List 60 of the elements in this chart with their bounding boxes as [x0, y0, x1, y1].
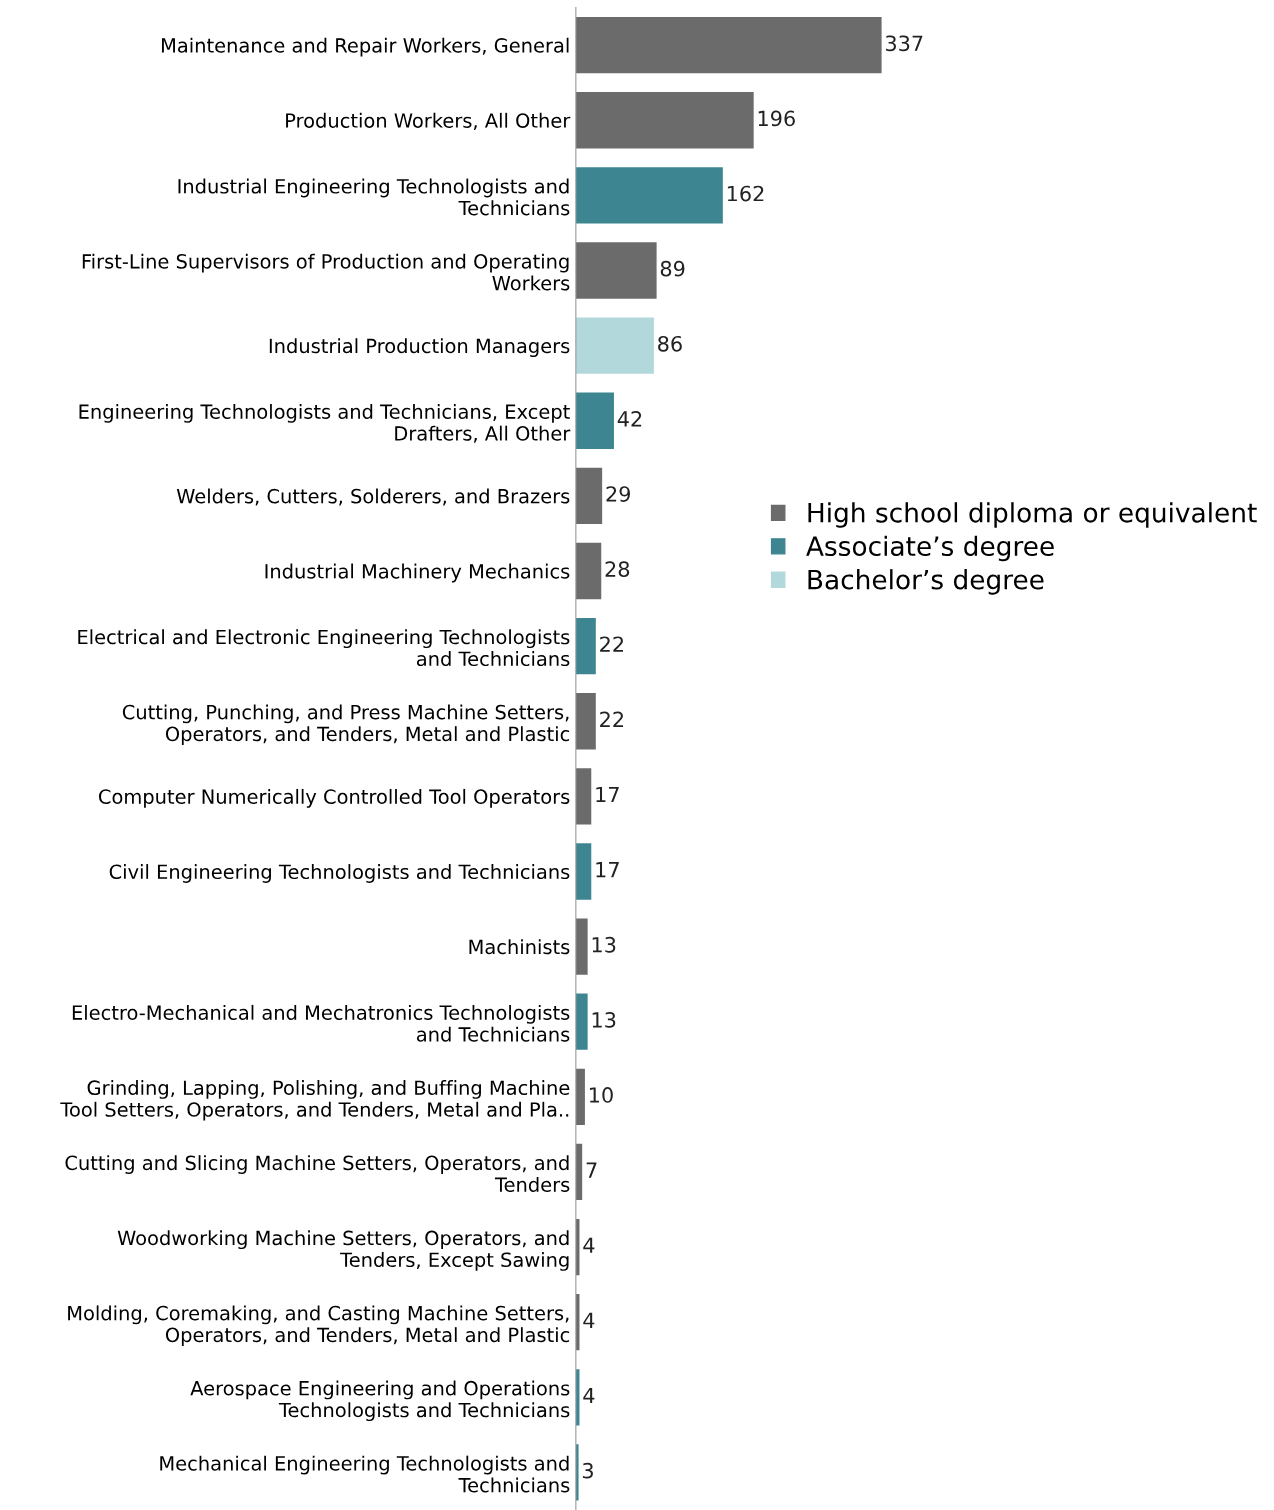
bar	[575, 542, 602, 600]
data-label: 17	[596, 862, 619, 878]
bar	[575, 918, 588, 975]
legend-label: High school diploma or equivalent	[808, 502, 1257, 528]
y-tick-label: Aerospace Engineering and Operations Technologists and Technicians	[190, 1380, 570, 1422]
bar	[575, 768, 592, 825]
y-tick-label: Industrial Machinery Mechanics	[265, 563, 570, 583]
data-label: 3	[582, 1462, 593, 1479]
y-tick-label: Production Workers, All Other	[286, 112, 571, 130]
y-tick-label: Cutting and Slicing Machine Setters, Operators, and Tenders	[65, 1155, 570, 1192]
y-tick-label: Engineering Technologists and Technicians, Except Drafters, All Other	[79, 403, 571, 443]
data-label: 10	[589, 1087, 613, 1103]
bar	[575, 92, 754, 149]
data-label: 28	[605, 561, 630, 578]
y-tick-label: Woodworking Machine Setters, Operators, and Tenders, Except Sawing	[117, 1230, 569, 1271]
y-tick-label: Industrial Production Managers	[269, 338, 570, 358]
y-tick-label: Molding, Coremaking, and Casting Machine Setters, Operators, and Tenders, Metal and Plastic	[68, 1305, 570, 1346]
y-tick-label: Cutting, Punching, and Press Machine Setters, Operators, and Tenders, Metal and Plastic	[122, 704, 570, 746]
data-label: 13	[592, 1011, 616, 1028]
bar	[575, 617, 596, 675]
data-label: 4	[583, 1312, 595, 1328]
y-tick-label: Civil Engineering Technologists and Technicians	[109, 864, 570, 883]
bar	[575, 1444, 579, 1501]
y-tick-label: Industrial Engineering Technologists and Technicians	[178, 178, 570, 216]
data-label: 89	[660, 260, 685, 277]
y-tick-label: Electro-Mechanical and Mechatronics Technologists and Technicians	[72, 1004, 570, 1042]
bar	[575, 993, 588, 1050]
legend-label: Associate’s degree	[806, 535, 1054, 562]
y-tick-label: Computer Numerically Controlled Tool Operators	[98, 788, 570, 808]
bar	[575, 16, 882, 74]
bar	[575, 467, 603, 525]
y-tick-label: Grinding, Lapping, Polishing, and Buffing Machine Tool Setters, Operators, and Tenders, Metal and Pla..	[60, 1080, 570, 1121]
bar	[575, 843, 592, 900]
data-label: 29	[606, 486, 630, 502]
data-label: 7	[586, 1162, 597, 1178]
data-label: 17	[596, 786, 619, 803]
bar	[575, 1143, 583, 1201]
y-tick-label: Mechanical Engineering Technologists and Technicians	[160, 1455, 570, 1493]
bar	[575, 693, 596, 750]
data-label: 162	[727, 185, 764, 202]
bar	[575, 242, 657, 299]
data-label: 4	[583, 1237, 595, 1253]
data-label: 22	[600, 636, 624, 652]
data-label: 337	[885, 35, 923, 52]
data-label: 196	[758, 110, 795, 127]
data-label: 4	[583, 1387, 595, 1404]
y-tick-label: Machinists	[469, 939, 570, 955]
data-label: 22	[600, 711, 624, 727]
bar	[575, 317, 654, 374]
y-tick-label: First-Line Supervisors of Production and Operating Workers	[82, 253, 570, 291]
data-label: 86	[658, 335, 682, 352]
legend-label: Bachelor’s degree	[808, 569, 1044, 595]
y-tick-label: Welders, Cutters, Solderers, and Brazers	[176, 488, 570, 506]
bar	[575, 1068, 585, 1125]
bar	[575, 167, 723, 224]
y-tick-label: Electrical and Electronic Engineering Technologists and Technicians	[78, 629, 570, 667]
bar	[575, 392, 614, 449]
data-label: 13	[592, 936, 616, 953]
y-tick-label: Maintenance and Repair Workers, General	[162, 37, 569, 57]
data-label: 42	[617, 411, 642, 427]
